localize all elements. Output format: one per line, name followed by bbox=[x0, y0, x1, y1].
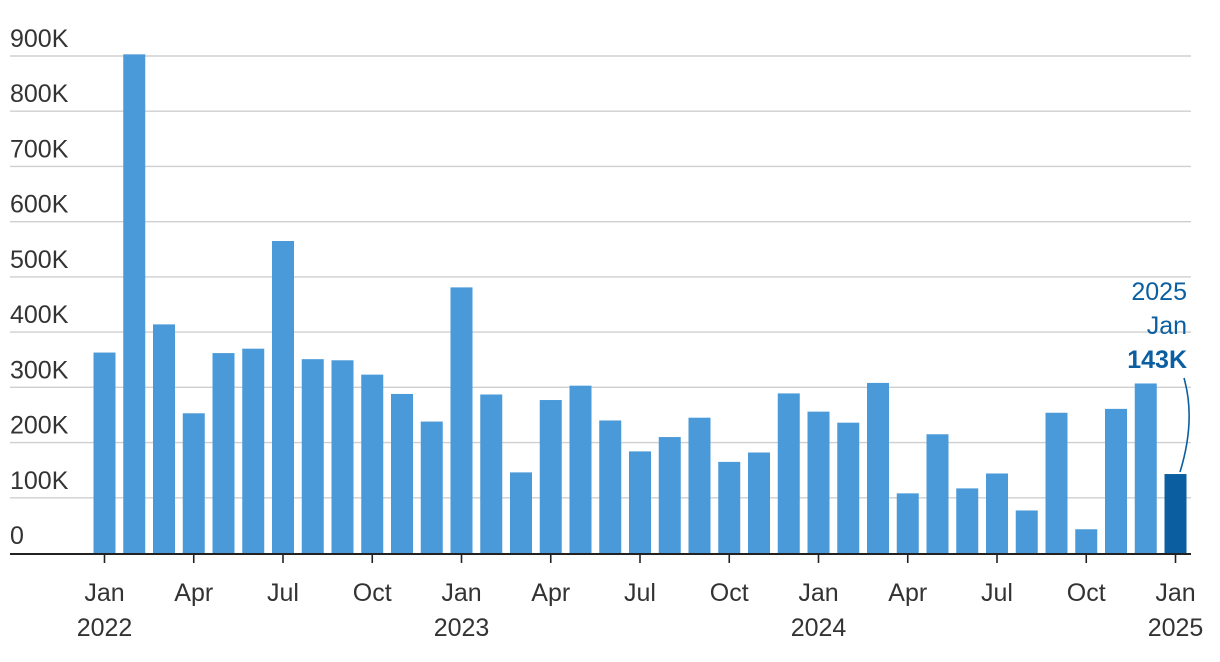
highlighted-bar bbox=[1164, 474, 1187, 553]
bar bbox=[1075, 529, 1098, 553]
bar bbox=[896, 493, 919, 553]
x-tick-label: Jan bbox=[1155, 579, 1195, 607]
bar bbox=[510, 472, 532, 553]
x-tick-label: Jul bbox=[267, 579, 299, 607]
bar bbox=[837, 422, 860, 553]
bar bbox=[450, 287, 473, 553]
y-tick-label: 300K bbox=[10, 356, 69, 384]
bar bbox=[420, 421, 443, 553]
bar bbox=[153, 324, 175, 553]
bar bbox=[986, 473, 1008, 553]
y-tick-label: 900K bbox=[10, 25, 69, 53]
bar bbox=[629, 451, 651, 553]
bar bbox=[1015, 510, 1038, 553]
bar bbox=[777, 393, 800, 553]
y-tick-label: 500K bbox=[10, 246, 69, 274]
bar bbox=[391, 393, 413, 553]
y-tick-label: 700K bbox=[10, 135, 69, 163]
x-year-label: 2025 bbox=[1148, 614, 1204, 642]
bar bbox=[272, 240, 294, 553]
x-tick-label: Apr bbox=[531, 579, 570, 607]
bar bbox=[361, 374, 384, 553]
annotation-year: 2025 bbox=[1131, 278, 1187, 306]
bar bbox=[93, 352, 116, 553]
x-tick-label: Apr bbox=[888, 579, 927, 607]
y-tick-label: 800K bbox=[10, 80, 69, 108]
bar bbox=[867, 382, 889, 553]
annotation-month: Jan bbox=[1147, 312, 1187, 340]
bar bbox=[1045, 412, 1068, 553]
bar bbox=[658, 437, 681, 553]
bar bbox=[718, 461, 741, 553]
bar bbox=[1134, 383, 1157, 553]
x-tick-label: Oct bbox=[710, 579, 749, 607]
x-tick-label: Jul bbox=[981, 579, 1013, 607]
x-axis: Jan 2022 Apr Jul Oct Jan 2023 Apr Jul Oct Jan 2024 A… bbox=[77, 554, 1204, 642]
x-tick-label: Oct bbox=[1067, 579, 1106, 607]
bar bbox=[599, 420, 622, 553]
y-tick-label: 400K bbox=[10, 301, 69, 329]
bar bbox=[748, 452, 770, 553]
bar bbox=[926, 434, 949, 553]
highlight-annotation: 2025 Jan 143K bbox=[1127, 278, 1190, 473]
bar bbox=[301, 359, 324, 553]
bar bbox=[242, 348, 265, 553]
y-tick-label: 100K bbox=[10, 467, 69, 495]
y-axis-labels: 0 100K 200K 300K 400K 500K 600K 700K 800K 900K bbox=[10, 25, 69, 550]
bars bbox=[93, 54, 1187, 554]
x-year-label: 2022 bbox=[77, 614, 133, 642]
annotation-connector-line bbox=[1179, 377, 1190, 473]
x-year-label: 2024 bbox=[791, 614, 847, 642]
y-tick-label: 600K bbox=[10, 191, 69, 219]
bar bbox=[1105, 408, 1127, 553]
bar bbox=[688, 417, 711, 553]
bar bbox=[539, 400, 562, 553]
bar bbox=[480, 394, 503, 553]
y-tick-label: 0 bbox=[10, 522, 24, 550]
y-tick-label: 200K bbox=[10, 412, 69, 440]
bar bbox=[212, 353, 235, 553]
bar bbox=[182, 413, 205, 553]
bar bbox=[569, 385, 592, 553]
x-tick-label: Jan bbox=[798, 579, 838, 607]
bar bbox=[331, 360, 354, 553]
x-tick-label: Jul bbox=[624, 579, 656, 607]
bar bbox=[807, 411, 830, 553]
bar bbox=[123, 54, 146, 554]
x-tick-label: Jan bbox=[441, 579, 481, 607]
x-year-label: 2023 bbox=[434, 614, 490, 642]
x-tick-label: Apr bbox=[174, 579, 213, 607]
x-tick-label: Oct bbox=[353, 579, 392, 607]
x-tick-label: Jan bbox=[84, 579, 124, 607]
annotation-value: 143K bbox=[1127, 346, 1187, 374]
gridlines bbox=[10, 55, 1191, 499]
bar bbox=[956, 488, 979, 553]
